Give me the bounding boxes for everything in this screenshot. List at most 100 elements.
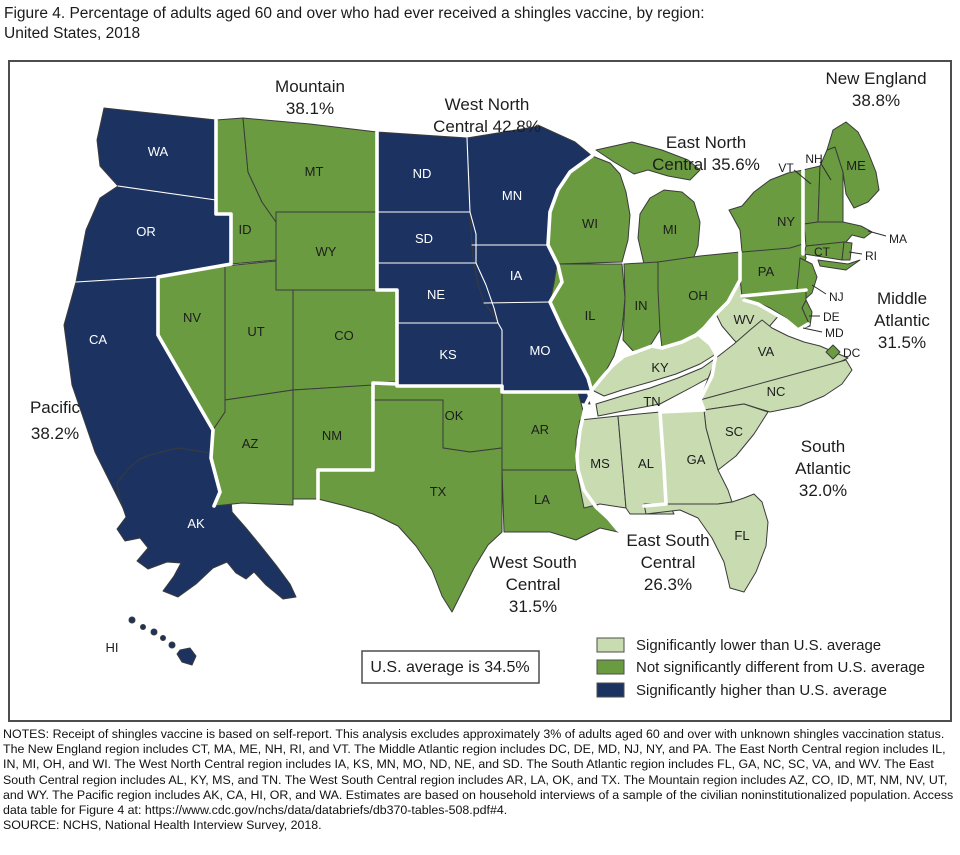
state-ak — [116, 447, 297, 600]
annotation-new-england: New England 38.8% — [825, 69, 926, 110]
state-label-ri: RI — [865, 249, 877, 263]
state-label-oh: OH — [688, 288, 708, 303]
state-ny-long-island — [817, 259, 861, 271]
annotation-east-north-central: East North Central 35.6% — [652, 133, 760, 174]
state-label-ne: NE — [427, 287, 445, 302]
state-label-ky: KY — [651, 360, 669, 375]
svg-text:Atlantic: Atlantic — [874, 311, 930, 330]
annotation-pacific: Pacific 38.2% — [30, 398, 81, 443]
leader-line-ma — [867, 230, 887, 237]
leader-line-md — [802, 327, 823, 333]
svg-text:Central: Central — [506, 575, 561, 594]
state-label-sd: SD — [415, 231, 433, 246]
state-label-ks: KS — [439, 347, 457, 362]
state-label-sc: SC — [725, 424, 743, 439]
state-label-ma: MA — [889, 232, 907, 246]
state-label-or: OR — [136, 224, 156, 239]
figure-notes-block: NOTES: Receipt of shingles vaccine is ba… — [3, 727, 957, 833]
leader-lines — [793, 161, 887, 333]
svg-text:South: South — [801, 437, 845, 456]
state-label-mo: MO — [530, 343, 551, 358]
state-label-ok: OK — [445, 408, 464, 423]
state-label-va: VA — [758, 344, 775, 359]
svg-text:38.8%: 38.8% — [852, 91, 900, 110]
us-choropleth-map: WA OR CA AK HI ID MT WY NV UT CO AZ NM N… — [8, 60, 952, 722]
state-label-ga: GA — [687, 452, 706, 467]
svg-text:26.3%: 26.3% — [644, 575, 692, 594]
state-label-ak: AK — [187, 516, 205, 531]
svg-text:Atlantic: Atlantic — [795, 459, 851, 478]
annotation-middle-atlantic: Middle Atlantic 31.5% — [874, 289, 930, 352]
figure-title-line1: Figure 4. Percentage of adults aged 60 a… — [4, 5, 705, 22]
state-label-nh: NH — [805, 152, 822, 166]
state-label-hi: HI — [106, 640, 119, 655]
state-label-az: AZ — [242, 436, 259, 451]
annotation-south-atlantic: South Atlantic 32.0% — [795, 437, 851, 500]
us-average-text: U.S. average is 34.5% — [370, 659, 529, 676]
state-mi — [637, 189, 701, 265]
annotation-west-south-central: West South Central 31.5% — [489, 553, 577, 616]
annotation-mountain: Mountain 38.1% — [275, 77, 345, 118]
state-dc — [825, 344, 841, 360]
state-label-id: ID — [239, 222, 252, 237]
state-ny — [728, 169, 804, 253]
state-label-ar: AR — [531, 422, 549, 437]
state-label-dc: DC — [843, 346, 861, 360]
state-label-md: MD — [825, 326, 844, 340]
state-label-al: AL — [638, 456, 654, 471]
figure-title: Figure 4. Percentage of adults aged 60 a… — [4, 4, 954, 44]
svg-text:East South: East South — [626, 531, 709, 550]
us-average-box: U.S. average is 34.5% — [361, 650, 540, 684]
state-label-pa: PA — [758, 264, 775, 279]
svg-text:31.5%: 31.5% — [509, 597, 557, 616]
state-vt — [802, 165, 821, 225]
region-borders — [156, 118, 810, 532]
legend-label-lower: Significantly lower than U.S. average — [636, 637, 881, 654]
svg-text:Central 42.8%: Central 42.8% — [433, 117, 541, 136]
legend-label-higher: Significantly higher than U.S. average — [636, 682, 887, 699]
state-label-ia: IA — [510, 268, 523, 283]
svg-text:Pacific: Pacific — [30, 398, 81, 417]
source-text: SOURCE: NCHS, National Health Interview … — [3, 818, 322, 833]
leader-line-ri — [848, 251, 863, 255]
navy-internal-borders — [75, 137, 551, 386]
svg-text:Mountain: Mountain — [275, 77, 345, 96]
state-label-ny: NY — [777, 214, 795, 229]
svg-text:Central 35.6%: Central 35.6% — [652, 155, 760, 174]
state-label-me: ME — [846, 158, 866, 173]
state-label-ca: CA — [89, 332, 107, 347]
legend: Significantly lower than U.S. average No… — [596, 637, 925, 699]
state-label-in: IN — [635, 298, 648, 313]
state-me — [826, 121, 880, 209]
notes-text: NOTES: Receipt of shingles vaccine is ba… — [3, 727, 954, 818]
svg-text:38.2%: 38.2% — [31, 424, 79, 443]
state-label-tn: TN — [643, 394, 660, 409]
state-label-wa: WA — [148, 144, 169, 159]
state-label-il: IL — [585, 308, 596, 323]
state-ri — [841, 241, 853, 261]
state-tx — [317, 399, 503, 613]
state-label-wi: WI — [582, 216, 598, 231]
state-label-vt: VT — [778, 161, 794, 175]
map-frame — [8, 60, 952, 722]
state-label-la: LA — [534, 492, 550, 507]
state-label-nj: NJ — [829, 290, 844, 304]
state-label-nd: ND — [413, 166, 432, 181]
state-label-mn: MN — [502, 188, 522, 203]
state-label-tx: TX — [430, 484, 447, 499]
state-label-de: DE — [823, 310, 840, 324]
state-label-fl: FL — [734, 528, 749, 543]
leader-line-nj — [811, 284, 827, 295]
state-label-ms: MS — [590, 456, 610, 471]
state-label-wy: WY — [316, 244, 337, 259]
state-label-mt: MT — [305, 164, 324, 179]
figure-title-line2: United States, 2018 — [4, 25, 141, 42]
state-label-nv: NV — [183, 310, 201, 325]
legend-swatch-higher — [596, 682, 625, 698]
leader-line-vt — [793, 169, 812, 185]
svg-text:38.1%: 38.1% — [286, 99, 334, 118]
state-label-co: CO — [334, 328, 354, 343]
state-label-nm: NM — [322, 428, 342, 443]
state-label-wv: WV — [734, 312, 755, 327]
